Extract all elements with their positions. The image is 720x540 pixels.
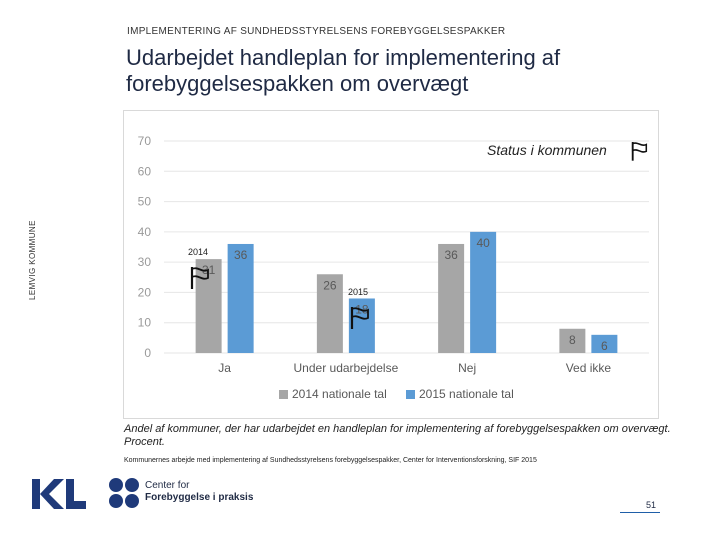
bar <box>559 328 586 353</box>
category-label: Nej <box>458 361 476 375</box>
flag-icon <box>190 267 209 289</box>
source-note: Kommunernes arbejde med implementering a… <box>124 457 537 464</box>
municipality-side-label: LEMVIG KOMMUNE <box>28 220 37 300</box>
center-line-2: Forebyggelse i praksis <box>145 492 254 503</box>
y-tick-label: 0 <box>144 346 151 360</box>
data-label: 26 <box>323 278 337 292</box>
y-tick-label: 50 <box>138 195 152 209</box>
chart-caption: Andel af kommuner, der har udarbejdet en… <box>124 423 671 448</box>
section-header: IMPLEMENTERING AF SUNDHEDSSTYRELSENS FOR… <box>127 26 506 37</box>
page-number-underline <box>620 512 660 513</box>
center-line-1: Center for <box>145 480 190 491</box>
y-tick-label: 10 <box>138 316 152 330</box>
bar <box>470 231 497 353</box>
page-title: Udarbejdet handleplan for implementering… <box>126 45 561 96</box>
data-label: 8 <box>569 333 576 347</box>
flag-icon <box>350 307 369 329</box>
y-tick-label: 70 <box>138 134 152 148</box>
bar <box>591 334 618 353</box>
data-label: 36 <box>444 248 458 262</box>
year-marker-2015: 2015 <box>348 287 368 297</box>
flag-icon <box>631 142 648 161</box>
status-annotation-title: Status i kommunen <box>487 142 607 158</box>
y-tick-label: 20 <box>138 285 152 299</box>
data-label: 6 <box>601 339 608 353</box>
bar <box>227 243 254 353</box>
data-label: 40 <box>476 236 490 250</box>
year-marker-2014: 2014 <box>188 247 208 257</box>
bar <box>316 274 343 353</box>
legend-swatch <box>279 390 288 399</box>
data-label: 36 <box>234 248 248 262</box>
category-label: Under udarbejdelse <box>294 361 399 375</box>
category-label: Ved ikke <box>566 361 612 375</box>
chart-container: 0 10 20 30 40 50 60 70 31 36 Ja 26 18 Under udarbejde… <box>123 110 659 419</box>
y-tick-label: 40 <box>138 225 152 239</box>
y-tick-label: 30 <box>138 255 152 269</box>
legend-label: 2015 nationale tal <box>419 387 514 401</box>
y-tick-label: 60 <box>138 164 152 178</box>
bar <box>438 243 465 353</box>
kl-logo <box>30 476 90 517</box>
category-label: Ja <box>218 361 231 375</box>
legend-label: 2014 nationale tal <box>292 387 387 401</box>
bar <box>348 298 375 353</box>
legend-swatch <box>406 390 415 399</box>
page-number: 51 <box>646 500 657 510</box>
center-logo-icon <box>107 476 141 515</box>
center-logo-text: Center for Forebyggelse i praksis <box>145 480 253 504</box>
